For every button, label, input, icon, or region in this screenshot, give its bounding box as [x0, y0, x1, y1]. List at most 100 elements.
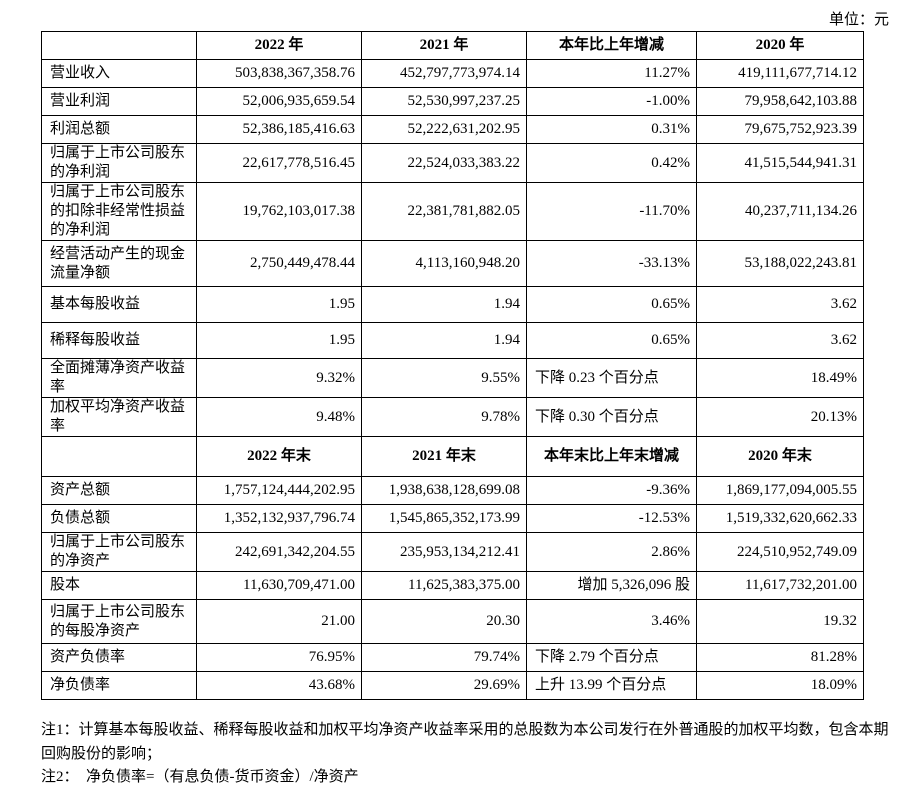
header-2022: 2022 年 [196, 31, 362, 60]
cell-value: 4,113,160,948.20 [361, 240, 527, 287]
row-label: 营业收入 [41, 59, 197, 88]
cell-value: 下降 0.30 个百分点 [526, 397, 697, 437]
table-row: 净负债率 43.68% 29.69% 上升 13.99 个百分点 18.09% [41, 671, 864, 700]
header-2022-end: 2022 年末 [196, 436, 362, 477]
row-label: 利润总额 [41, 115, 197, 144]
table-row: 全面摊薄净资产收益率 9.32% 9.55% 下降 0.23 个百分点 18.4… [41, 358, 864, 398]
cell-value: 1,938,638,128,699.08 [361, 476, 527, 505]
row-label: 净负债率 [41, 671, 197, 700]
cell-value: 11,617,732,201.00 [696, 571, 864, 600]
row-label: 基本每股收益 [41, 286, 197, 323]
cell-value: 1,519,332,620,662.33 [696, 504, 864, 533]
cell-value: 1.95 [196, 286, 362, 323]
cell-value: 52,530,997,237.25 [361, 87, 527, 116]
cell-value: 79,675,752,923.39 [696, 115, 864, 144]
header-change-end: 本年末比上年末增减 [526, 436, 697, 477]
row-label: 加权平均净资产收益率 [41, 397, 197, 437]
row-label: 归属于上市公司股东的扣除非经常性损益的净利润 [41, 182, 197, 241]
table-row: 归属于上市公司股东的净利润 22,617,778,516.45 22,524,0… [41, 143, 864, 183]
table-row: 归属于上市公司股东的净资产 242,691,342,204.55 235,953… [41, 532, 864, 572]
unit-label: 单位：元 [828, 12, 889, 28]
cell-value: -33.13% [526, 240, 697, 287]
cell-value: 419,111,677,714.12 [696, 59, 864, 88]
cell-value: 2.86% [526, 532, 697, 572]
cell-value: 1,545,865,352,173.99 [361, 504, 527, 533]
cell-value: 18.09% [696, 671, 864, 700]
table-row: 资产负债率 76.95% 79.74% 下降 2.79 个百分点 81.28% [41, 643, 864, 672]
cell-value: 下降 2.79 个百分点 [526, 643, 697, 672]
cell-value: 52,006,935,659.54 [196, 87, 362, 116]
header-blank [41, 31, 197, 60]
table-row: 营业利润 52,006,935,659.54 52,530,997,237.25… [41, 87, 864, 116]
header-2020: 2020 年 [696, 31, 864, 60]
row-label: 资产负债率 [41, 643, 197, 672]
row-label: 全面摊薄净资产收益率 [41, 358, 197, 398]
cell-value: -12.53% [526, 504, 697, 533]
cell-value: 43.68% [196, 671, 362, 700]
cell-value: 224,510,952,749.09 [696, 532, 864, 572]
note-1: 注1：计算基本每股收益、稀释每股收益和加权平均净资产收益率采用的总股数为本公司发… [41, 722, 889, 762]
cell-value: 22,524,033,383.22 [361, 143, 527, 183]
cell-value: 1.94 [361, 286, 527, 323]
cell-value: 3.62 [696, 286, 864, 323]
cell-value: 0.31% [526, 115, 697, 144]
table-row: 负债总额 1,352,132,937,796.74 1,545,865,352,… [41, 504, 864, 533]
cell-value: 79,958,642,103.88 [696, 87, 864, 116]
cell-value: 22,381,781,882.05 [361, 182, 527, 241]
cell-value: 1,757,124,444,202.95 [196, 476, 362, 505]
table-row: 归属于上市公司股东的每股净资产 21.00 20.30 3.46% 19.32 [41, 599, 864, 644]
cell-value: 53,188,022,243.81 [696, 240, 864, 287]
cell-value: 79.74% [361, 643, 527, 672]
cell-value: 41,515,544,941.31 [696, 143, 864, 183]
row-label: 股本 [41, 571, 197, 600]
table-row: 资产总额 1,757,124,444,202.95 1,938,638,128,… [41, 476, 864, 505]
row-label: 归属于上市公司股东的每股净资产 [41, 599, 197, 644]
row-label: 稀释每股收益 [41, 322, 197, 359]
cell-value: 52,386,185,416.63 [196, 115, 362, 144]
table-row: 营业收入 503,838,367,358.76 452,797,773,974.… [41, 59, 864, 88]
cell-value: 40,237,711,134.26 [696, 182, 864, 241]
cell-value: 11,630,709,471.00 [196, 571, 362, 600]
cell-value: 增加 5,326,096 股 [526, 571, 697, 600]
cell-value: 19,762,103,017.38 [196, 182, 362, 241]
row-label: 资产总额 [41, 476, 197, 505]
table-header-row: 2022 年 2021 年 本年比上年增减 2020 年 [41, 31, 864, 60]
row-label: 归属于上市公司股东的净资产 [41, 532, 197, 572]
cell-value: 9.32% [196, 358, 362, 398]
cell-value: 76.95% [196, 643, 362, 672]
cell-value: 242,691,342,204.55 [196, 532, 362, 572]
cell-value: 2,750,449,478.44 [196, 240, 362, 287]
header-2021-end: 2021 年末 [361, 436, 527, 477]
footnotes: 注1：计算基本每股收益、稀释每股收益和加权平均净资产收益率采用的总股数为本公司发… [41, 718, 901, 766]
cell-value: 11,625,383,375.00 [361, 571, 527, 600]
table-row: 归属于上市公司股东的扣除非经常性损益的净利润 19,762,103,017.38… [41, 182, 864, 241]
table-row: 基本每股收益 1.95 1.94 0.65% 3.62 [41, 286, 864, 323]
cell-value: 20.30 [361, 599, 527, 644]
row-label: 归属于上市公司股东的净利润 [41, 143, 197, 183]
cell-value: 0.42% [526, 143, 697, 183]
cell-value: 52,222,631,202.95 [361, 115, 527, 144]
row-label: 营业利润 [41, 87, 197, 116]
cell-value: 29.69% [361, 671, 527, 700]
cell-value: 11.27% [526, 59, 697, 88]
cell-value: 1.94 [361, 322, 527, 359]
cell-value: 235,953,134,212.41 [361, 532, 527, 572]
cell-value: 0.65% [526, 286, 697, 323]
cell-value: 下降 0.23 个百分点 [526, 358, 697, 398]
row-label: 经营活动产生的现金流量净额 [41, 240, 197, 287]
cell-value: -1.00% [526, 87, 697, 116]
header-blank [41, 436, 197, 477]
cell-value: 3.62 [696, 322, 864, 359]
table-row: 稀释每股收益 1.95 1.94 0.65% 3.62 [41, 322, 864, 359]
cell-value: 0.65% [526, 322, 697, 359]
cell-value: 9.48% [196, 397, 362, 437]
cell-value: 21.00 [196, 599, 362, 644]
financial-summary-table: 2022 年 2021 年 本年比上年增减 2020 年 营业收入 503,83… [41, 31, 864, 700]
cell-value: 452,797,773,974.14 [361, 59, 527, 88]
header-2020-end: 2020 年末 [696, 436, 864, 477]
cell-value: 9.55% [361, 358, 527, 398]
cell-value: 1.95 [196, 322, 362, 359]
cell-value: 503,838,367,358.76 [196, 59, 362, 88]
cell-value: 1,352,132,937,796.74 [196, 504, 362, 533]
cell-value: 81.28% [696, 643, 864, 672]
